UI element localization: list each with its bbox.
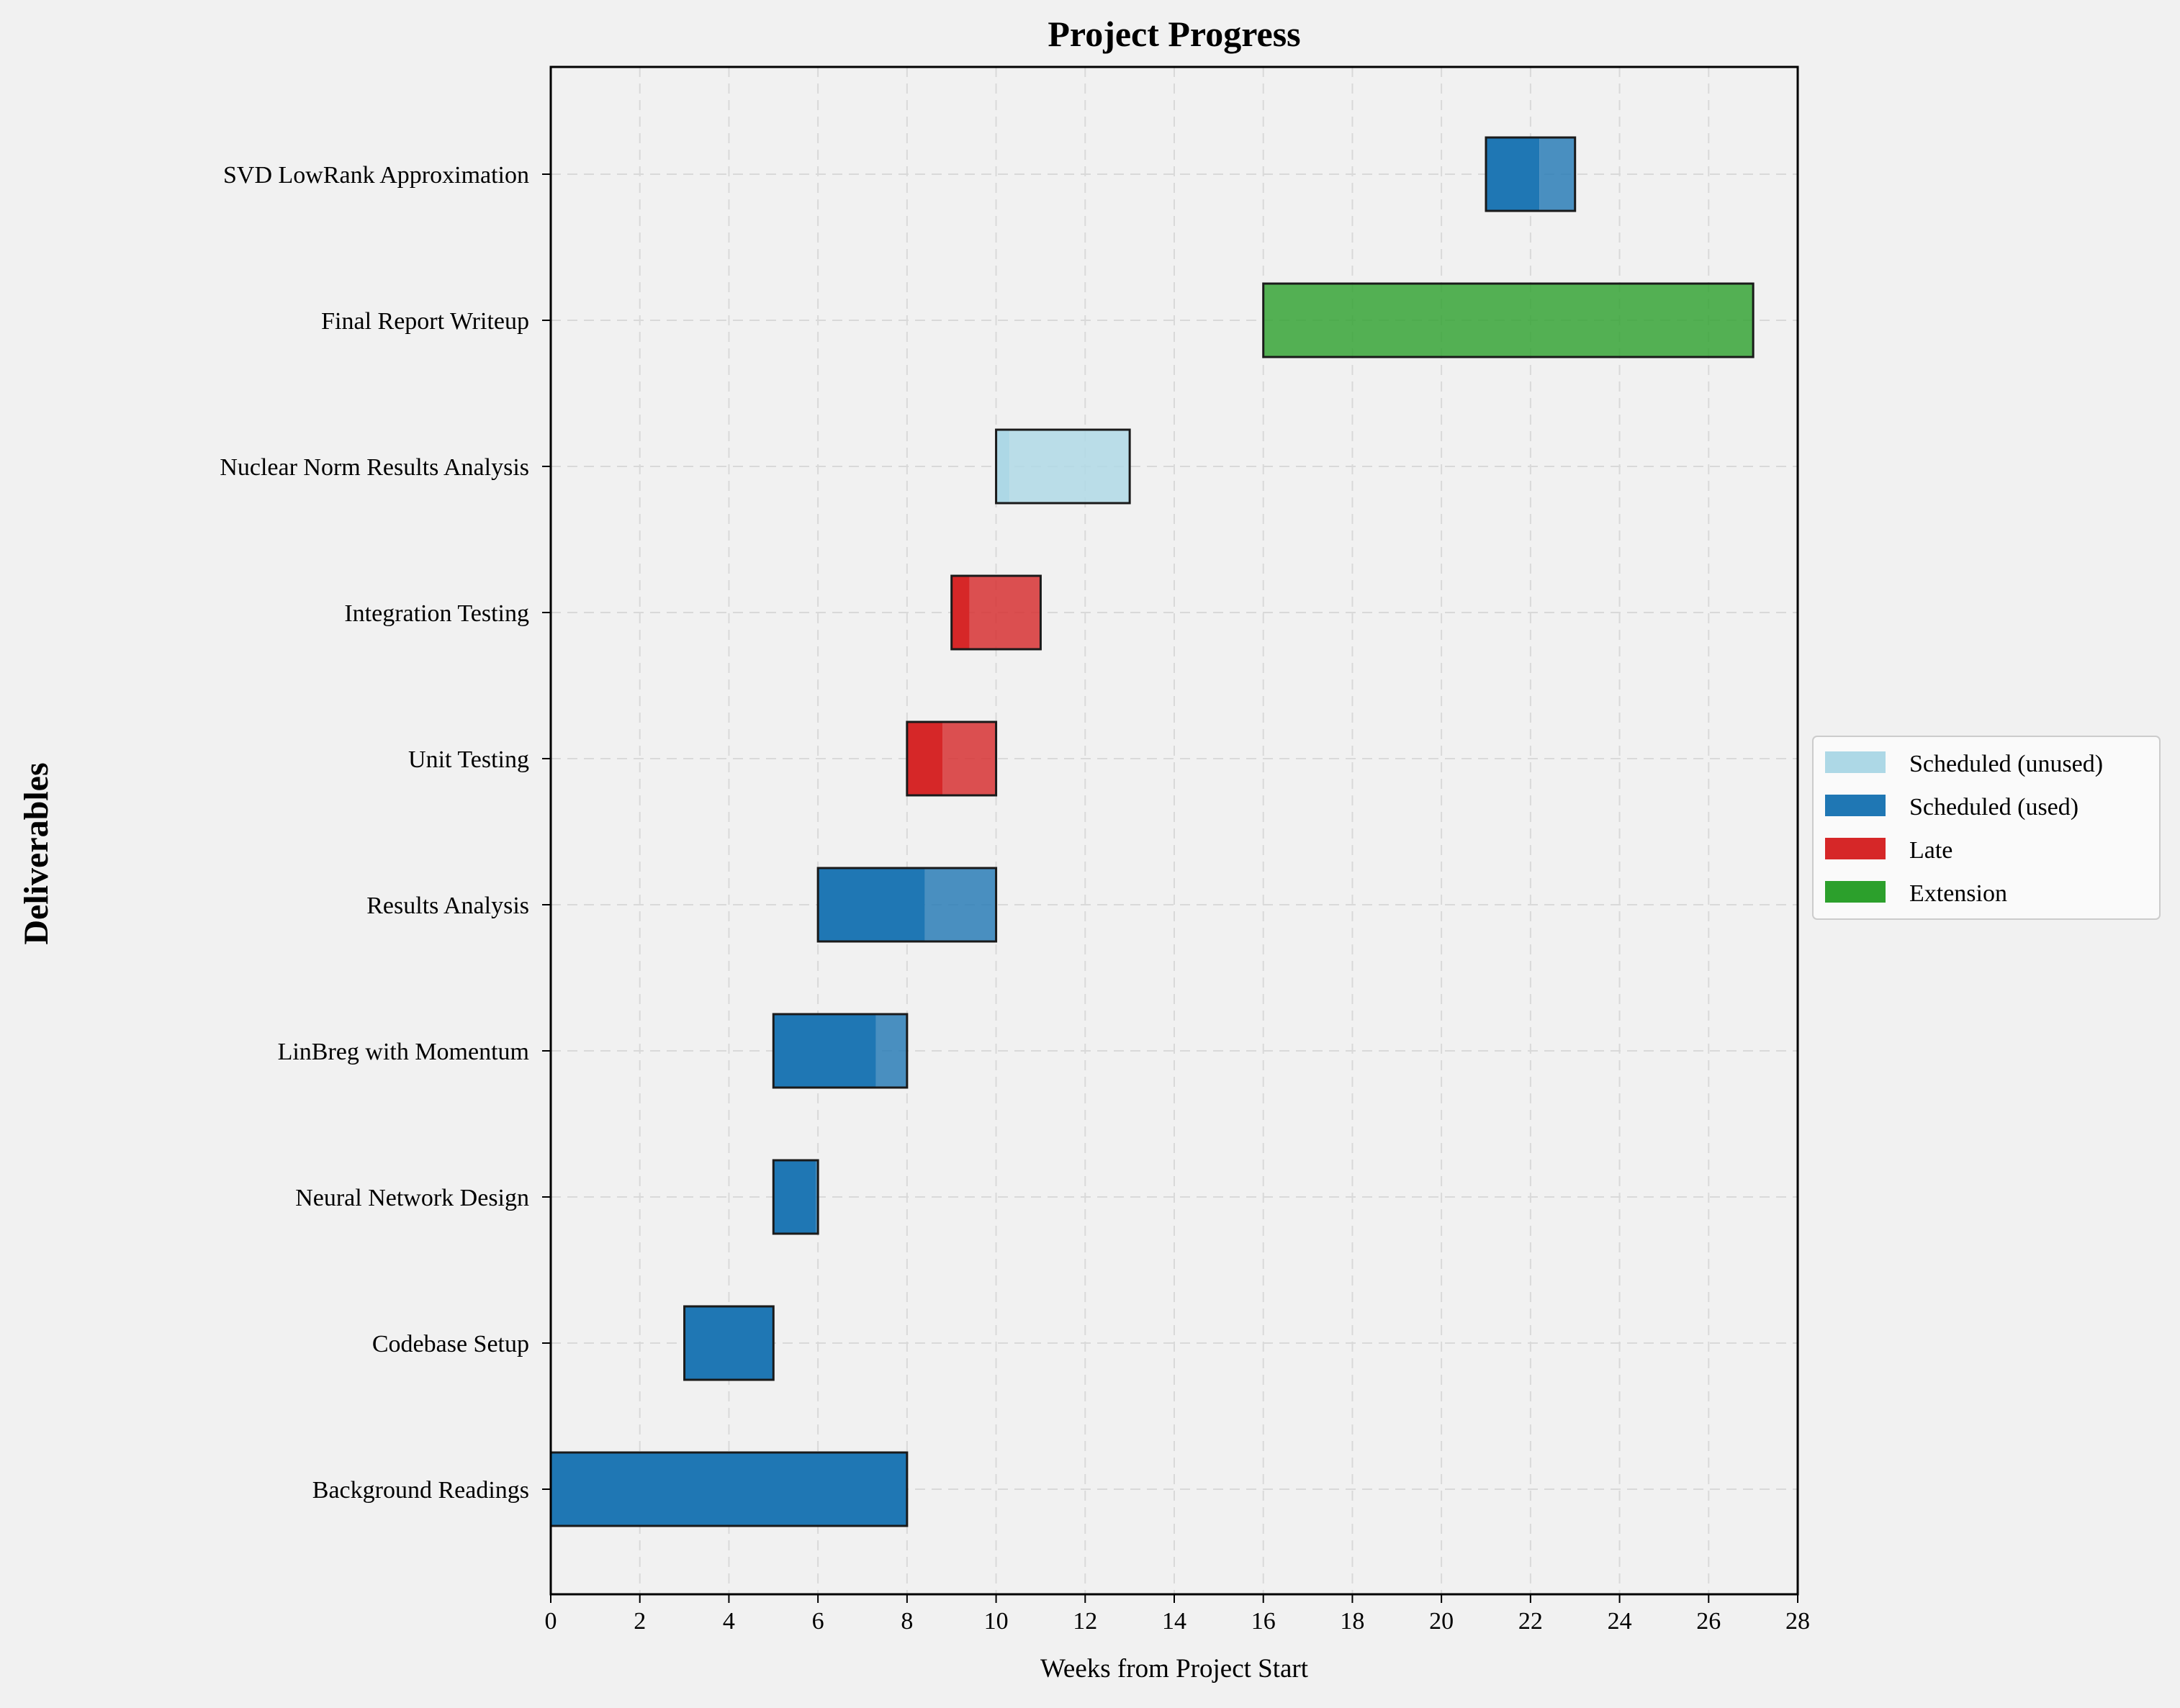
bars <box>549 136 1755 1527</box>
bar-remaining-svd-lowrank-approximation <box>1539 137 1575 211</box>
x-tick-label: 18 <box>1340 1608 1364 1635</box>
legend-swatch-scheduled-unused <box>1825 751 1886 773</box>
chart-title: Project Progress <box>1048 14 1300 54</box>
x-tick-label: 20 <box>1429 1608 1454 1635</box>
bar-progress-integration-testing <box>951 576 970 649</box>
bar-outline-neural-network-design <box>772 1159 819 1235</box>
y-tick-label-background-readings: Background Readings <box>312 1477 529 1504</box>
bar-progress-background-readings <box>551 1452 907 1526</box>
x-tick-label: 22 <box>1518 1608 1543 1635</box>
bar-remaining-integration-testing <box>969 576 1041 649</box>
bar-progress-linbreg-with-momentum <box>773 1014 876 1088</box>
y-axis-label: Deliverables <box>17 762 55 944</box>
y-tick-label-codebase-setup: Codebase Setup <box>372 1331 529 1357</box>
y-tick-label-final-report-writeup: Final Report Writeup <box>321 308 529 335</box>
x-tick-label: 6 <box>812 1608 824 1635</box>
y-tick-label-integration-testing: Integration Testing <box>344 600 529 627</box>
bar-outline-codebase-setup <box>683 1305 775 1381</box>
legend: Scheduled (unused) Scheduled (used) Late Ex… <box>1812 736 2161 920</box>
bar-outline-final-report-writeup <box>1262 282 1755 358</box>
legend-swatch-extension <box>1825 881 1886 903</box>
legend-frame <box>1812 736 2161 920</box>
x-tick-label: 24 <box>1608 1608 1632 1635</box>
bar-outline-linbreg-with-momentum <box>772 1013 909 1089</box>
y-tick-label-results-analysis: Results Analysis <box>366 893 529 919</box>
legend-label-extension: Extension <box>1909 880 2007 907</box>
x-tick-label: 26 <box>1696 1608 1721 1635</box>
legend-swatch-late <box>1825 838 1886 859</box>
bar-outline-results-analysis <box>816 867 998 943</box>
bar-progress-svd-lowrank-approximation <box>1486 137 1540 211</box>
x-tick-label: 4 <box>723 1608 735 1635</box>
bar-outline-nuclear-norm-results-analysis <box>995 428 1131 505</box>
y-tick-label-nuclear-norm-results-analysis: Nuclear Norm Results Analysis <box>220 454 529 481</box>
y-tick-label-unit-testing: Unit Testing <box>408 746 529 773</box>
x-axis-label: Weeks from Project Start <box>1040 1654 1309 1684</box>
x-tick-label: 14 <box>1162 1608 1186 1635</box>
bar-remaining-unit-testing <box>942 722 996 795</box>
x-tick-label: 8 <box>901 1608 913 1635</box>
y-tick-label-svd-lowrank-approximation: SVD LowRank Approximation <box>223 162 529 189</box>
legend-label-scheduled-unused: Scheduled (unused) <box>1909 751 2103 777</box>
x-axis: 0 2 4 6 8 10 12 14 16 18 20 22 24 26 28 <box>545 1594 1810 1635</box>
bar-remaining-neural-network-design <box>816 1160 819 1234</box>
bar-outline-unit-testing <box>906 720 998 797</box>
bar-remaining-linbreg-with-momentum <box>875 1014 907 1088</box>
bar-progress-nuclear-norm-results-analysis <box>996 430 1010 503</box>
bar-progress-neural-network-design <box>773 1160 816 1234</box>
bar-progress-results-analysis <box>818 868 925 941</box>
bar-remaining-final-report-writeup <box>1263 284 1754 357</box>
bar-outline-integration-testing <box>950 574 1042 651</box>
x-tick-label: 10 <box>984 1608 1009 1635</box>
bar-progress-codebase-setup <box>684 1306 774 1380</box>
y-tick-label-neural-network-design: Neural Network Design <box>295 1185 529 1211</box>
legend-label-late: Late <box>1909 837 1952 864</box>
bar-remaining-nuclear-norm-results-analysis <box>1009 430 1130 503</box>
y-axis: Background Readings Codebase Setup Neural … <box>220 162 551 1504</box>
legend-swatch-scheduled-used <box>1825 795 1886 816</box>
y-tick-label-linbreg-with-momentum: LinBreg with Momentum <box>278 1039 529 1065</box>
legend-label-scheduled-used: Scheduled (used) <box>1909 794 2078 821</box>
bar-outline-svd-lowrank-approximation <box>1485 136 1577 212</box>
bar-progress-unit-testing <box>906 722 943 795</box>
x-tick-label: 12 <box>1073 1608 1097 1635</box>
x-tick-label: 0 <box>545 1608 557 1635</box>
x-tick-label: 2 <box>634 1608 646 1635</box>
x-tick-label: 16 <box>1251 1608 1276 1635</box>
x-tick-label: 28 <box>1785 1608 1810 1635</box>
bar-remaining-results-analysis <box>924 868 996 941</box>
